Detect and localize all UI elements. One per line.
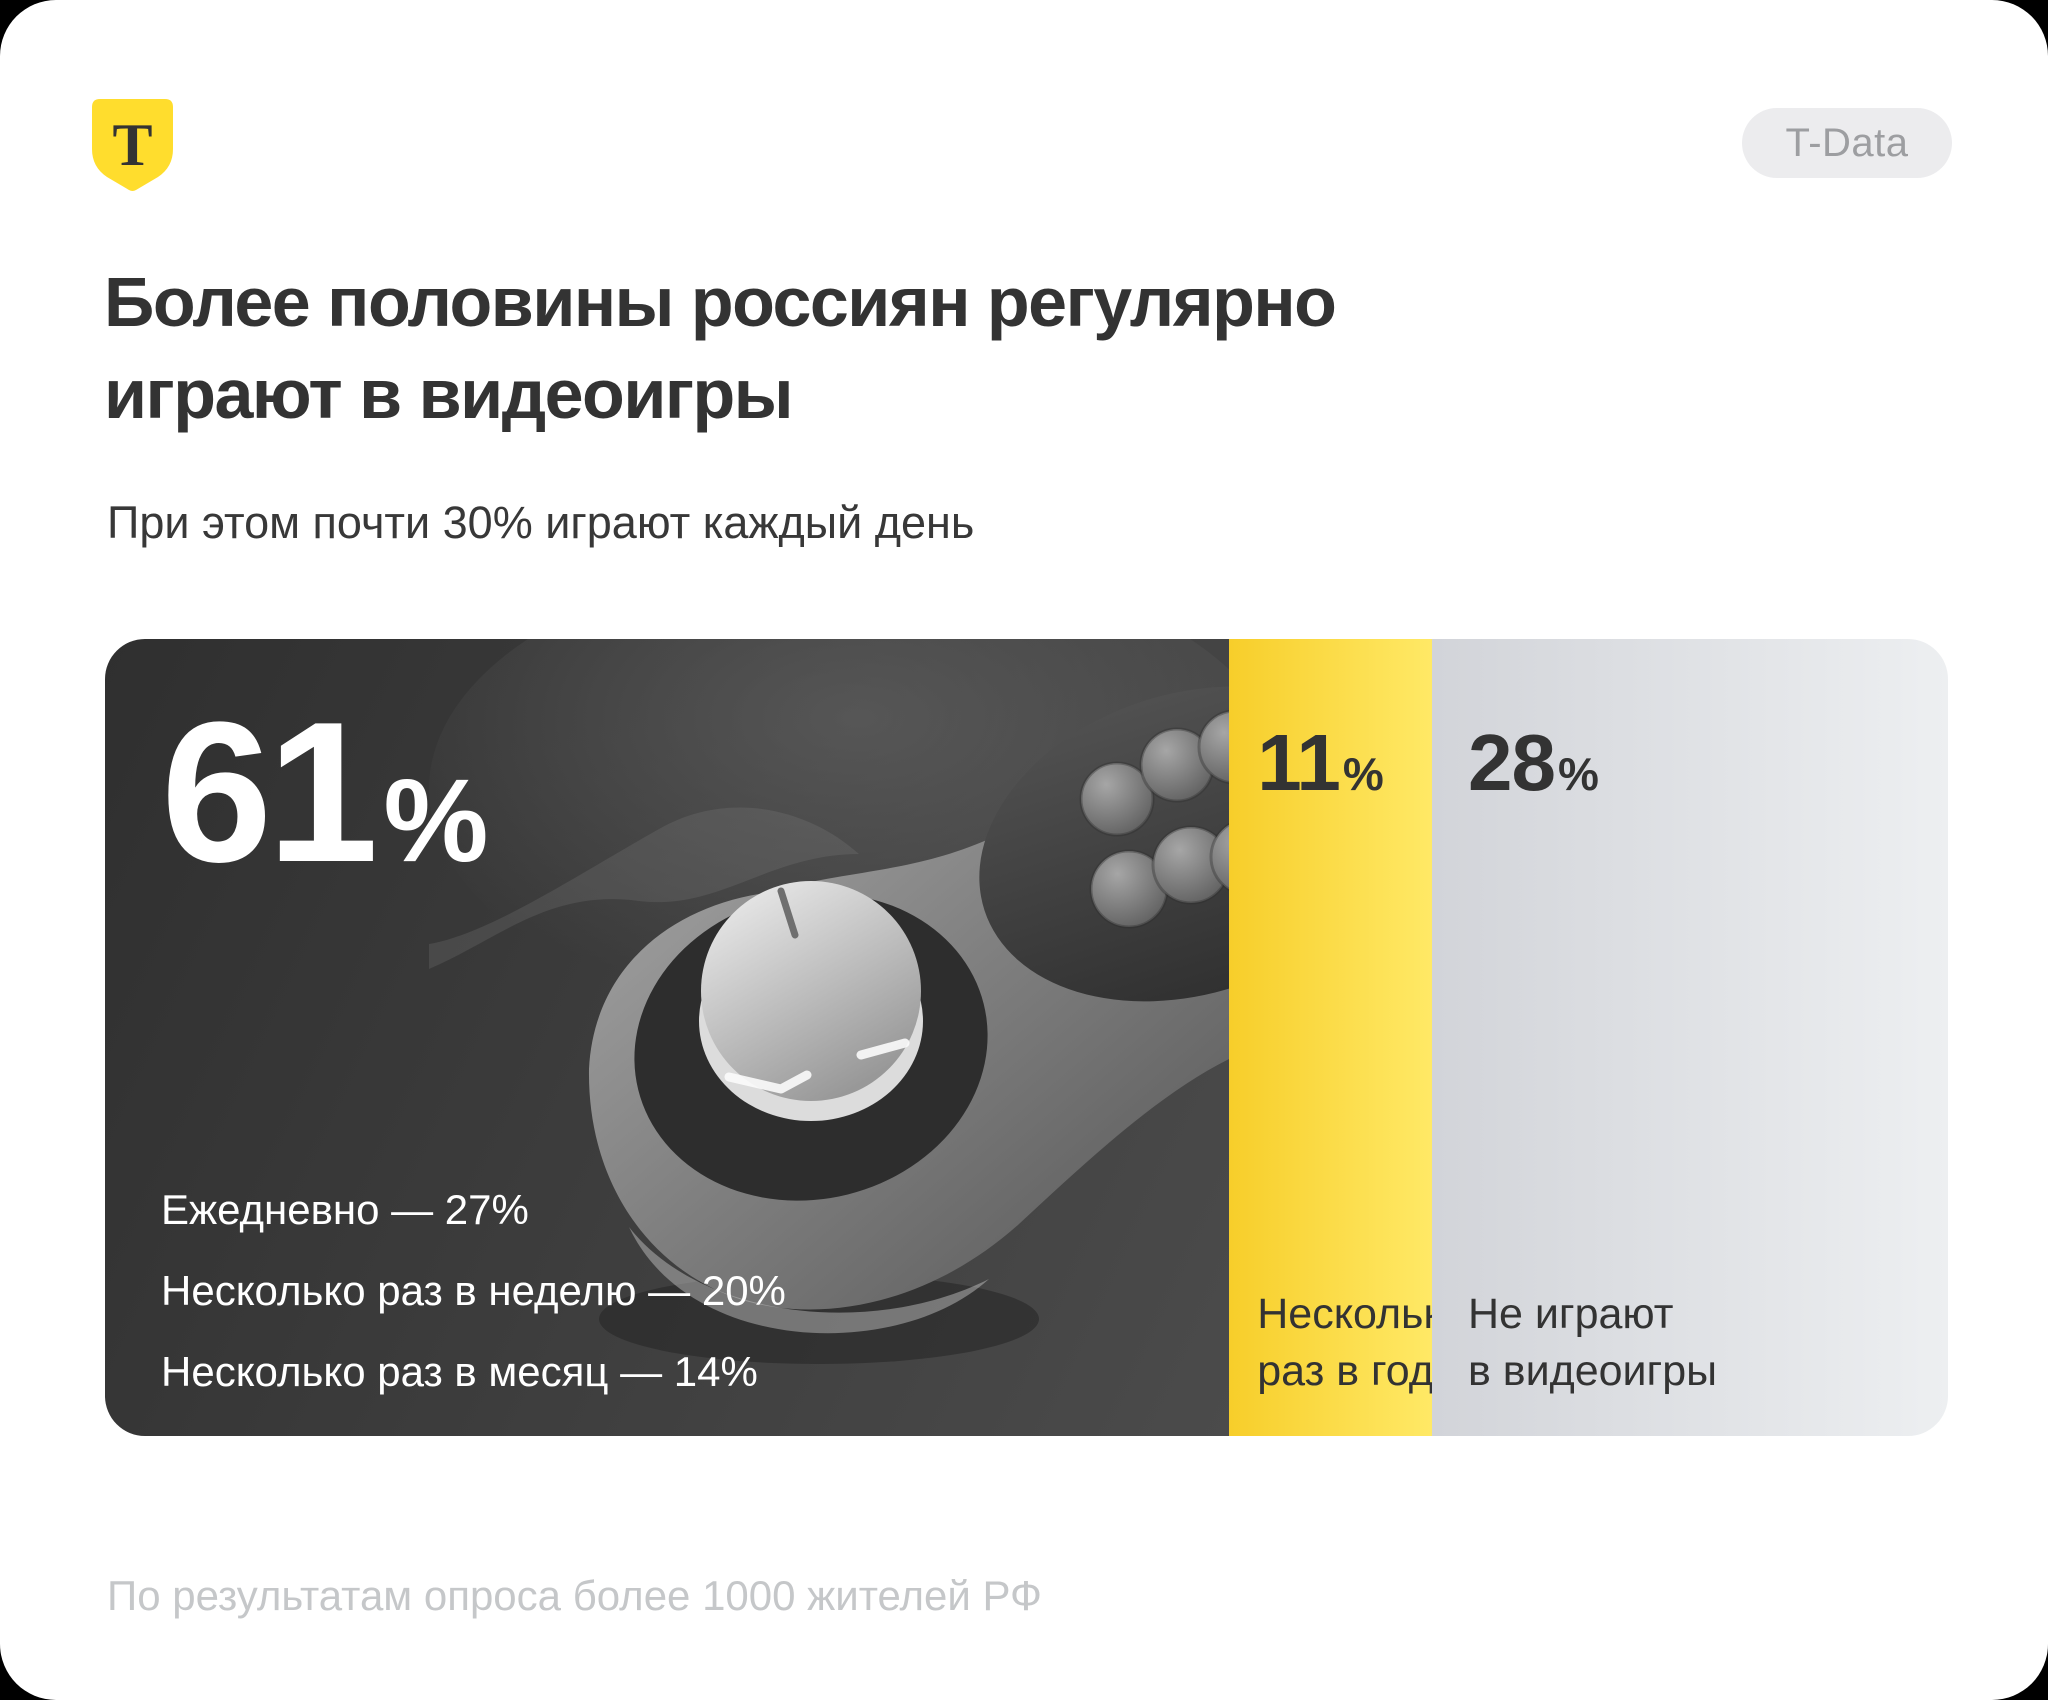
segment-value-number: 28 bbox=[1467, 718, 1556, 807]
segment-label-line-1: Не играют bbox=[1467, 1290, 1674, 1338]
t-bank-logo-icon: T bbox=[92, 99, 173, 191]
segment-value-11: 11 % bbox=[1257, 723, 1383, 803]
breakdown-item-weekly: Несколько раз в неделю — 20% bbox=[161, 1267, 786, 1314]
dpad-side bbox=[699, 921, 924, 1121]
segment-dont-play: 28 % Не играют в видеоигры bbox=[1431, 639, 1948, 1436]
button-pod bbox=[979, 686, 1230, 1002]
page-subtitle: При этом почти 30% играют каждый день bbox=[107, 497, 975, 548]
segment-label: Не играют в видеоигры bbox=[1468, 1286, 1717, 1400]
breakdown-item-monthly: Несколько раз в месяц — 14% bbox=[161, 1348, 758, 1395]
breakdown-list: Ежедневно — 27% Несколько раз в неделю —… bbox=[161, 1186, 786, 1396]
segment-few-times-a-year: 11 % Несколько раз в год bbox=[1229, 639, 1467, 1436]
segment-value-61: 61 % bbox=[161, 693, 488, 893]
source-note: По результатам опроса более 1000 жителей… bbox=[107, 1572, 1042, 1619]
title-line-1: Более половины россиян регулярно bbox=[104, 263, 1337, 341]
smoke-shape bbox=[429, 807, 860, 969]
logo-letter: T bbox=[112, 112, 152, 178]
percent-sign: % bbox=[383, 755, 489, 887]
dpad-disc bbox=[701, 881, 922, 1101]
percent-sign: % bbox=[1557, 748, 1599, 800]
segment-label-line-2: в видеоигры bbox=[1467, 1347, 1718, 1395]
percent-sign: % bbox=[1342, 748, 1384, 800]
breakdown-item-daily: Ежедневно — 27% bbox=[161, 1186, 529, 1233]
segment-play-regularly: 61 % Ежедневно — 27% Несколько раз в нед… bbox=[105, 639, 1230, 1436]
segment-label-line-2: раз в год bbox=[1257, 1347, 1434, 1395]
glow-highlight bbox=[429, 639, 1230, 1024]
segment-label: Несколько раз в год bbox=[1257, 1286, 1466, 1400]
title-line-2: играют в видеоигры bbox=[104, 355, 794, 433]
page-title: Более половины россиян регулярно играют … bbox=[104, 256, 1337, 440]
dpad-well bbox=[634, 893, 988, 1201]
stacked-bar-chart: 61 % Ежедневно — 27% Несколько раз в нед… bbox=[105, 639, 1948, 1436]
gamepad-buttons bbox=[1079, 709, 1230, 929]
logo-shield bbox=[92, 99, 173, 191]
t-data-badge: T-Data bbox=[1742, 108, 1952, 178]
dpad-notches bbox=[724, 887, 910, 1094]
segment-value-28: 28 % bbox=[1468, 723, 1599, 803]
t-data-badge-label: T-Data bbox=[1785, 120, 1909, 165]
segment-value-number: 11 bbox=[1257, 718, 1341, 807]
segment-value-number: 61 bbox=[161, 681, 378, 904]
segment-label-line-1: Несколько bbox=[1257, 1290, 1467, 1338]
